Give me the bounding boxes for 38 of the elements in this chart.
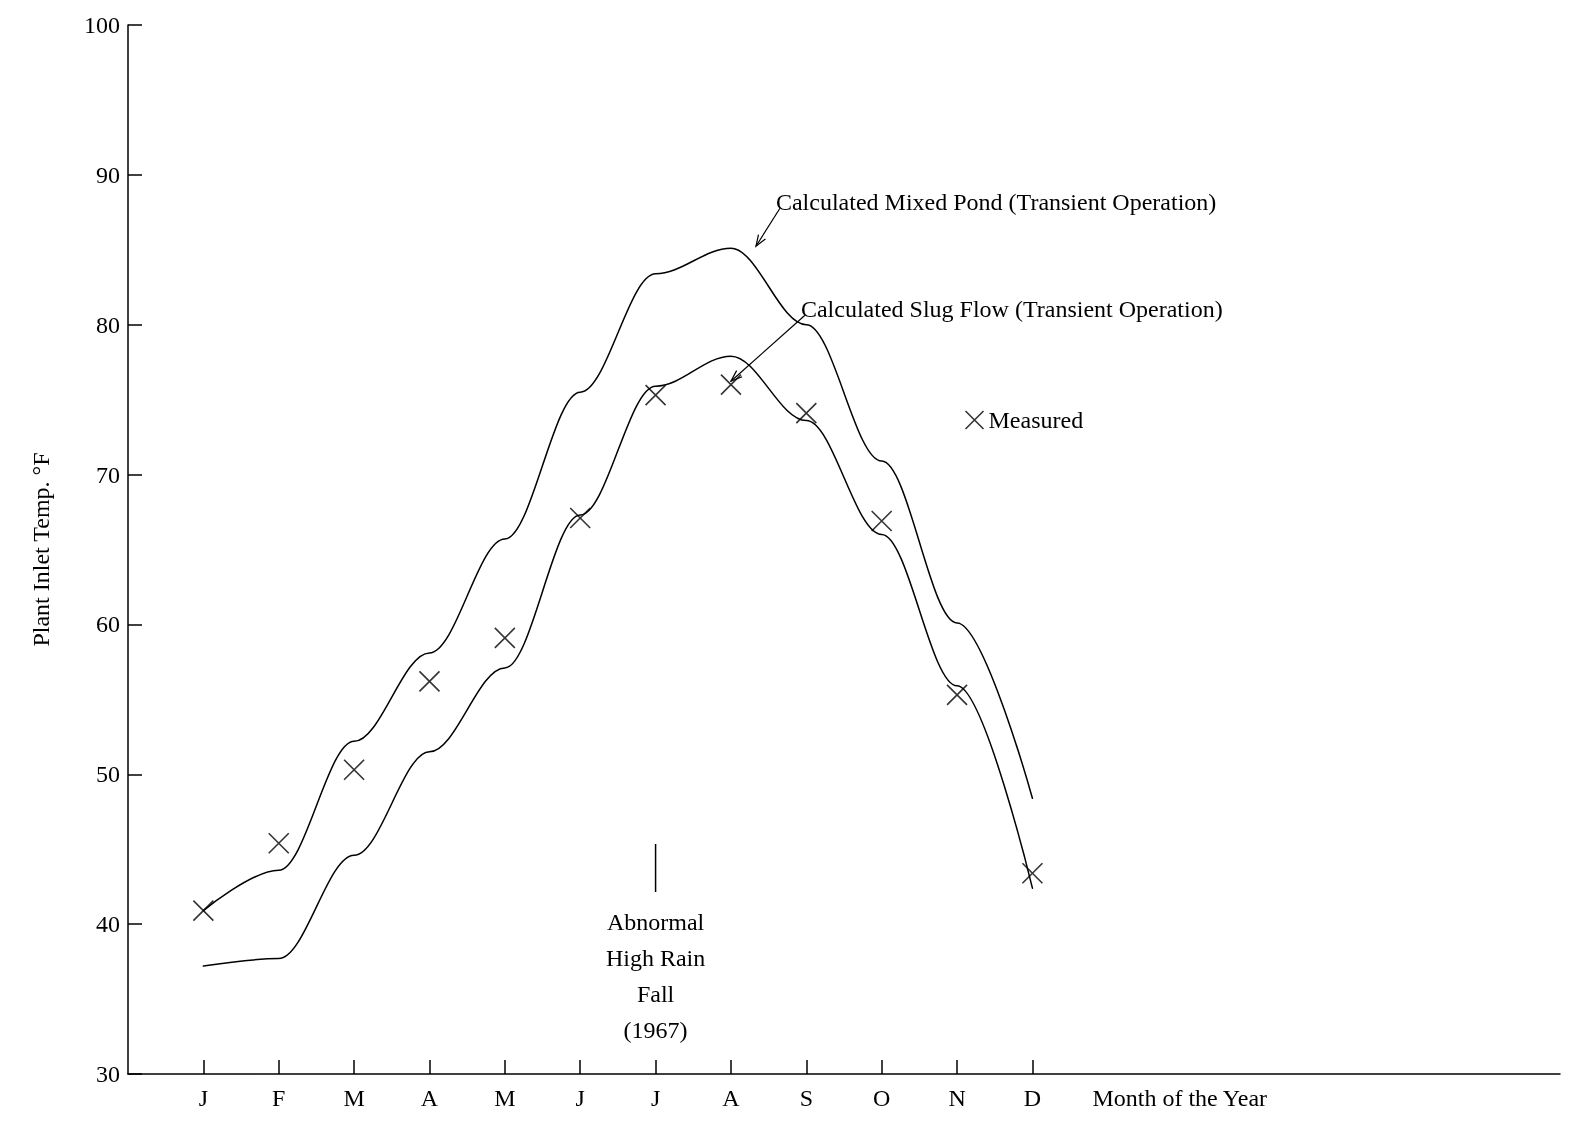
y-tick-label: 60 — [96, 611, 120, 638]
x-tick-label: M — [343, 1085, 365, 1111]
y-tick-label: 50 — [96, 761, 120, 788]
x-axis-title: Month of the Year — [1092, 1085, 1268, 1111]
annotation: Abnormal High Rain Fall (1967) — [605, 909, 706, 1043]
point — [795, 402, 818, 424]
x-tick-label: F — [272, 1085, 286, 1111]
x-tick-label: J — [650, 1085, 661, 1111]
y-tick-label: 90 — [96, 161, 120, 188]
point — [720, 373, 742, 396]
y-tick-label: 80 — [96, 311, 120, 338]
point — [946, 684, 968, 706]
text: Calculated Mixed Pond (Transient Operation) — [775, 189, 1217, 216]
x-tick-label: D — [1023, 1085, 1042, 1111]
y-tick-label: 30 — [96, 1061, 120, 1087]
point — [569, 507, 592, 529]
point — [192, 899, 215, 922]
x-tick-label: M — [494, 1085, 516, 1111]
y-tick-label: 40 — [96, 911, 120, 938]
point — [1021, 862, 1044, 884]
y-tick-label: 100 — [84, 12, 120, 38]
text: Calculated Slug Flow (Transient Operation) — [800, 296, 1223, 323]
point — [343, 758, 365, 781]
x-tick-label: J — [575, 1085, 585, 1111]
x-tick-label: N — [948, 1085, 966, 1111]
x-tick-label: J — [198, 1085, 209, 1111]
point — [418, 670, 441, 693]
point — [644, 384, 667, 406]
x-tick-label: S — [799, 1085, 813, 1111]
point — [494, 627, 516, 649]
y-tick-label: 70 — [96, 461, 120, 488]
point — [267, 832, 290, 855]
point — [870, 510, 893, 532]
x-tick-label: A — [722, 1085, 741, 1111]
x-tick-label: A — [420, 1085, 439, 1111]
y-axis-title: Plant Inlet Temp. °F — [28, 452, 54, 647]
legend-label: Measured — [988, 407, 1084, 433]
x-tick-label: O — [873, 1085, 891, 1111]
